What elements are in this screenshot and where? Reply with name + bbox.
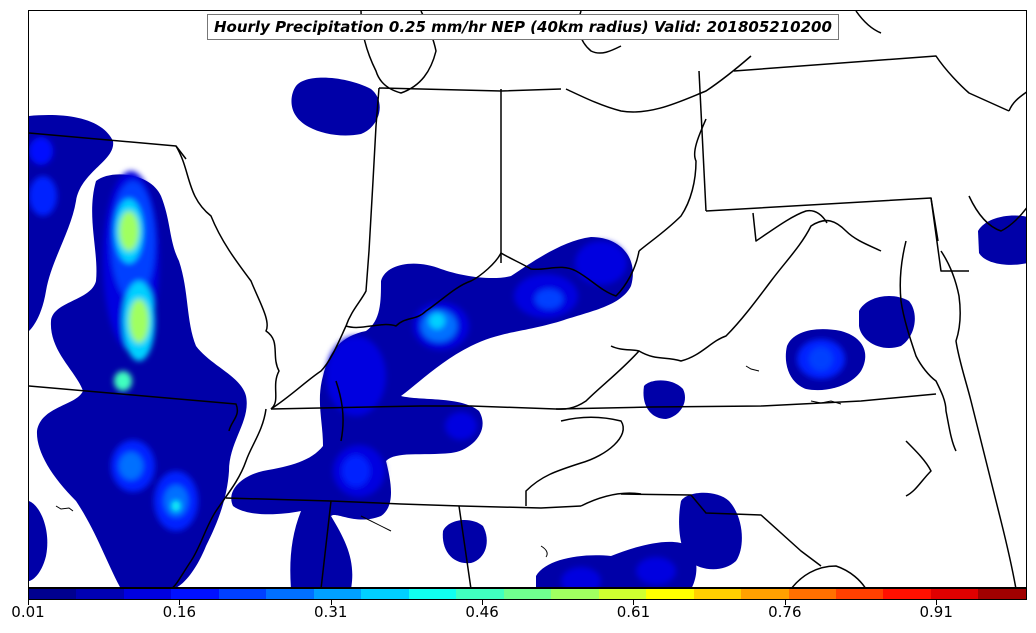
precip-blob-west — [29, 115, 114, 331]
colorbar-tick — [784, 600, 786, 605]
colorbar-segment — [835, 589, 884, 599]
colorbar — [28, 588, 1027, 600]
colorbar-tick — [936, 600, 938, 605]
colorbar-tick — [482, 600, 484, 605]
border-md-de — [930, 197, 969, 272]
colorbar-segment — [646, 589, 694, 599]
border-missouri-ark — [29, 385, 239, 432]
colorbar-segment — [456, 589, 504, 599]
colorbar-segment — [361, 589, 409, 599]
coast-lake-erie — [565, 55, 752, 113]
border-ky-va — [555, 345, 640, 410]
border-michigan-in — [378, 87, 562, 92]
colorbar-tick — [633, 600, 635, 605]
map-panel — [28, 10, 1027, 588]
coast-delmarva — [968, 195, 1026, 232]
colorbar-segment — [978, 589, 1026, 599]
border-wv-east — [752, 209, 828, 242]
colorbar-tick — [179, 600, 181, 605]
colorbar-tick-label: 0.01 — [11, 603, 45, 621]
precip-blob-kentucky-east — [643, 380, 686, 419]
border-ky-southeast — [525, 416, 624, 506]
precip-intensity-layers — [29, 137, 845, 587]
border-oh-pa — [698, 70, 707, 212]
precip-blob-delaware — [978, 215, 1026, 265]
precip-blob-indiana-north — [291, 77, 380, 136]
border-al-ga — [458, 505, 472, 587]
border-tenn-river — [335, 380, 344, 442]
coast-chesapeake — [899, 240, 957, 452]
colorbar-tick-label: 0.31 — [314, 603, 348, 621]
colorbar-segment — [883, 589, 931, 599]
precip-band-west-main — [36, 174, 247, 587]
border-il-ky — [270, 325, 347, 410]
border-mississippi — [172, 408, 267, 587]
colorbar-segment — [29, 589, 77, 599]
border-ky-tn — [270, 393, 937, 410]
colorbar-segment — [266, 589, 314, 599]
map-title: Hourly Precipitation 0.25 mm/hr NEP (40k… — [207, 14, 839, 40]
border-tn-ga — [320, 500, 332, 587]
map-svg — [29, 11, 1026, 587]
border-tn-nc — [580, 492, 642, 507]
colorbar-segment — [788, 589, 836, 599]
colorbar-segment — [408, 589, 457, 599]
colorbar-tick-label: 0.61 — [616, 603, 651, 621]
coast-ny-nj — [1008, 91, 1026, 112]
border-pa-ny — [733, 55, 1010, 112]
border-ky-wv — [638, 118, 707, 252]
colorbar-segment — [218, 589, 267, 599]
colorbar-segment — [551, 589, 599, 599]
colorbar-segment — [171, 589, 219, 599]
colorbar-tick-label: 0.16 — [162, 603, 197, 621]
border-illinois-west — [175, 145, 280, 410]
coast-gulf — [791, 565, 866, 587]
border-pa-south — [705, 197, 939, 242]
precip-blob-carolina — [679, 492, 742, 570]
colorbar-tick — [28, 600, 29, 605]
border-il-in — [345, 87, 380, 327]
border-tn-south — [225, 497, 582, 509]
colorbar-segment — [693, 589, 742, 599]
colorbar-segment — [741, 589, 789, 599]
border-ohio-river — [345, 250, 640, 329]
colorbar-tick-label: 0.91 — [919, 603, 953, 621]
state-borders — [29, 11, 1026, 587]
colorbar-segment — [76, 589, 124, 599]
colorbar-tick — [330, 600, 332, 605]
precip-field — [29, 77, 1026, 587]
coast-nc-sounds — [905, 440, 932, 497]
small-islands — [55, 365, 842, 558]
coast-lake-ontario — [855, 11, 882, 34]
colorbar-segment — [123, 589, 172, 599]
precip-blob-maryland — [859, 296, 915, 349]
border-wv-va — [638, 219, 882, 362]
precip-blob-left-edge — [29, 501, 48, 581]
border-nc-sc — [620, 493, 822, 567]
colorbar-tick-label: 0.46 — [465, 603, 499, 621]
coast-atlantic — [940, 250, 1017, 587]
colorbar-segment — [930, 589, 979, 599]
colorbar-segment — [503, 589, 552, 599]
colorbar-tick-label: 0.76 — [768, 603, 802, 621]
colorbar-segment — [313, 589, 362, 599]
precip-band-ohio-valley — [231, 237, 633, 587]
colorbar-segment — [598, 589, 647, 599]
